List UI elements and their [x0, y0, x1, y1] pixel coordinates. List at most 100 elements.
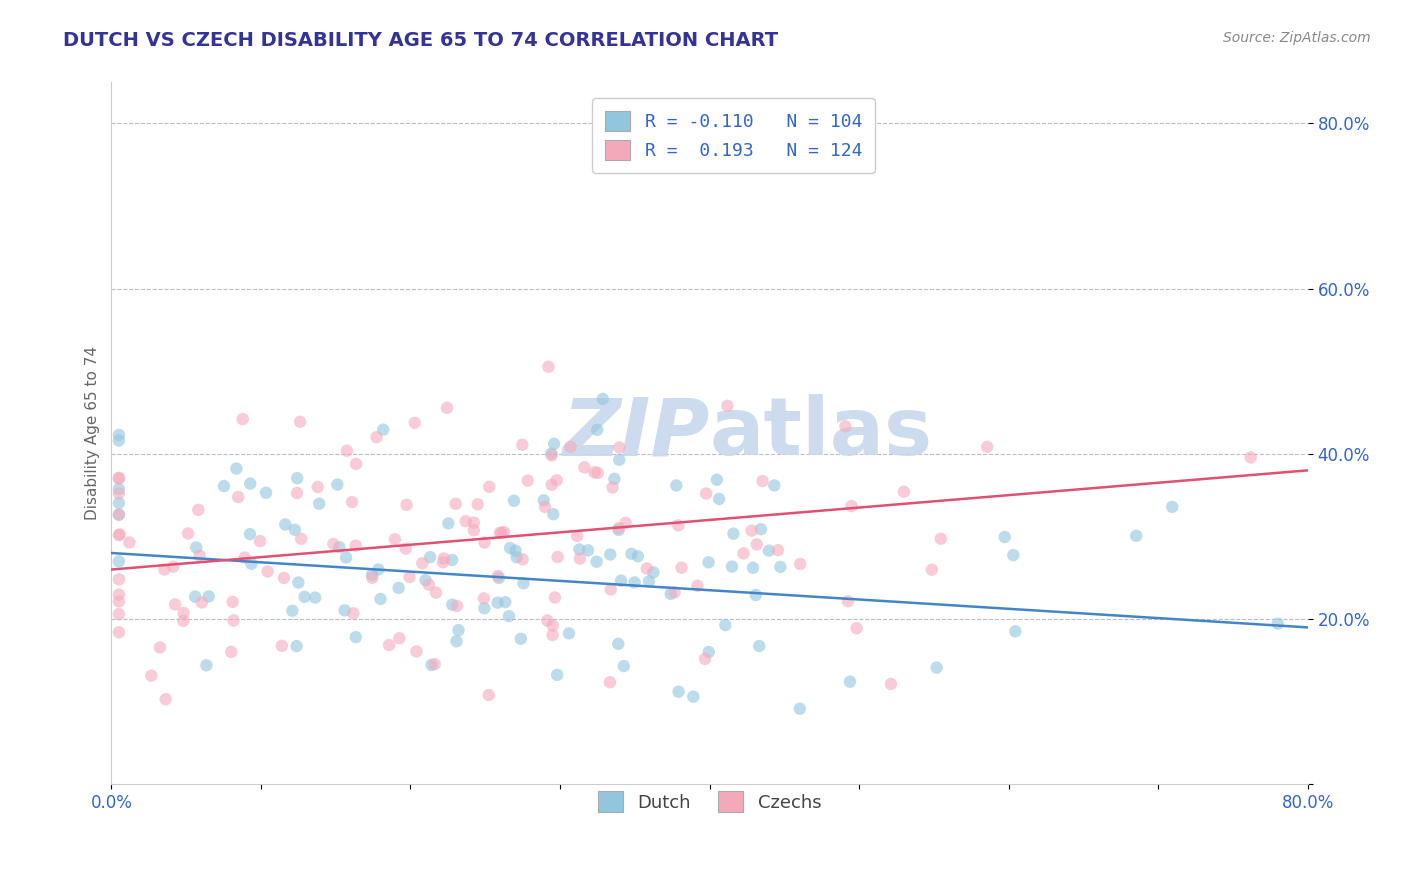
Point — [706, 473, 728, 487]
Point — [184, 590, 207, 604]
Point — [1240, 450, 1263, 465]
Point — [274, 517, 297, 532]
Point — [420, 658, 443, 673]
Point — [839, 674, 862, 689]
Point — [665, 478, 688, 492]
Point — [423, 657, 446, 672]
Point — [308, 497, 330, 511]
Point — [342, 607, 364, 621]
Point — [433, 551, 456, 566]
Point — [446, 634, 468, 648]
Point — [607, 441, 630, 455]
Point — [707, 491, 730, 506]
Point — [108, 428, 131, 442]
Point — [534, 500, 557, 514]
Point — [498, 609, 520, 624]
Point — [108, 508, 131, 522]
Point — [537, 359, 560, 374]
Point — [748, 639, 770, 653]
Point — [643, 566, 665, 580]
Point — [370, 591, 392, 606]
Point — [695, 486, 717, 500]
Point — [239, 476, 262, 491]
Point — [512, 552, 534, 566]
Point — [108, 486, 131, 500]
Point — [503, 493, 526, 508]
Point — [195, 658, 218, 673]
Point — [273, 571, 295, 585]
Point — [454, 514, 477, 528]
Text: atlas: atlas — [710, 394, 932, 472]
Point — [592, 392, 614, 406]
Point — [333, 603, 356, 617]
Point — [741, 524, 763, 538]
Point — [540, 477, 562, 491]
Point — [576, 543, 599, 558]
Point — [491, 525, 513, 540]
Point — [108, 588, 131, 602]
Point — [536, 614, 558, 628]
Point — [613, 659, 636, 673]
Point — [494, 525, 516, 540]
Point — [221, 595, 243, 609]
Point — [560, 440, 582, 454]
Point — [225, 461, 247, 475]
Point — [284, 523, 307, 537]
Point — [558, 626, 581, 640]
Point — [463, 523, 485, 537]
Point — [610, 574, 633, 588]
Point — [599, 548, 621, 562]
Point — [239, 527, 262, 541]
Point — [361, 571, 384, 585]
Point — [322, 537, 344, 551]
Point — [474, 535, 496, 549]
Point — [638, 574, 661, 589]
Point — [769, 560, 792, 574]
Point — [544, 591, 567, 605]
Point — [976, 440, 998, 454]
Point — [636, 561, 658, 575]
Point — [716, 399, 738, 413]
Point — [173, 606, 195, 620]
Point — [499, 541, 522, 555]
Point — [165, 598, 187, 612]
Point — [749, 522, 772, 536]
Point — [405, 644, 427, 658]
Point — [478, 688, 501, 702]
Point — [256, 565, 278, 579]
Point — [472, 601, 495, 615]
Point — [419, 550, 441, 565]
Point — [607, 453, 630, 467]
Point — [190, 595, 212, 609]
Point — [733, 546, 755, 560]
Point — [505, 543, 527, 558]
Point — [697, 645, 720, 659]
Point — [489, 525, 512, 540]
Point — [583, 466, 606, 480]
Point — [285, 471, 308, 485]
Point — [742, 561, 765, 575]
Point — [441, 598, 464, 612]
Point — [398, 570, 420, 584]
Point — [512, 576, 534, 591]
Point — [335, 550, 357, 565]
Point — [686, 579, 709, 593]
Point — [336, 443, 359, 458]
Point — [108, 528, 131, 542]
Point — [841, 499, 863, 513]
Point — [607, 521, 630, 535]
Point — [505, 550, 527, 565]
Point — [108, 482, 131, 496]
Point — [418, 577, 440, 591]
Point — [304, 591, 326, 605]
Point — [366, 430, 388, 444]
Point — [543, 507, 565, 521]
Point — [543, 437, 565, 451]
Point — [1004, 624, 1026, 639]
Point — [723, 526, 745, 541]
Point — [758, 543, 780, 558]
Point — [118, 535, 141, 549]
Point — [437, 516, 460, 531]
Point — [388, 631, 411, 645]
Point — [436, 401, 458, 415]
